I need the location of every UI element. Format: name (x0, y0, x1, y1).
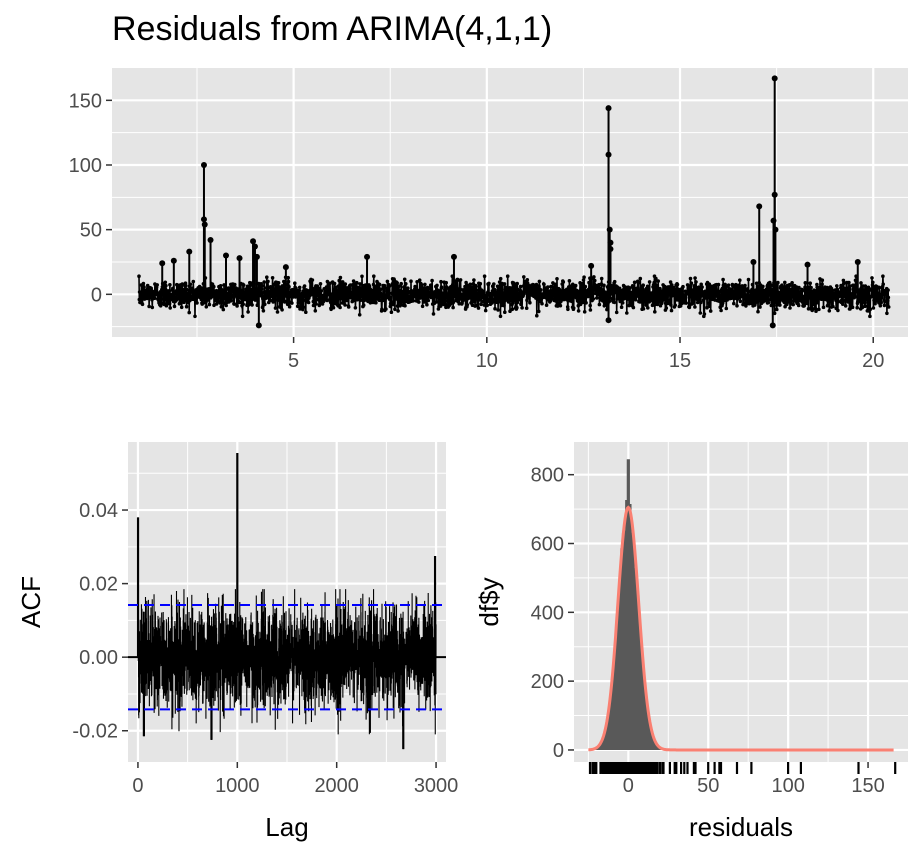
residual-spike-point (772, 226, 779, 233)
series-tick-label-x: 15 (669, 350, 691, 372)
series-tick-label-y: 0 (91, 284, 102, 306)
residual-spike-point (251, 243, 258, 250)
residual-spike-point (854, 258, 861, 265)
histogram-panel: 0 50 100 150 0 200 400 600 800 residuals df$y (474, 442, 908, 842)
residual-spike-point (769, 322, 776, 329)
normal-density-curve (588, 505, 894, 752)
residual-spike-point (364, 253, 371, 260)
residual-spike-point (606, 226, 613, 233)
residual-spike-point (607, 246, 614, 253)
residual-spike-point (605, 105, 612, 112)
series-tick-label-y: 150 (69, 90, 102, 112)
residual-series-layer (137, 75, 891, 329)
page-title: Residuals from ARIMA(4,1,1) (112, 10, 553, 48)
residual-spike-point (255, 322, 262, 329)
residual-spike-point (771, 191, 778, 198)
residual-spike-point (605, 151, 612, 158)
residual-spike-point (282, 264, 289, 271)
acf-panel: 0 1000 2000 3000 -0.02 0.00 0.02 0.04 Lag ACF (16, 442, 458, 842)
acf-tick-label-x: 2000 (314, 775, 359, 797)
series-tick-label-x: 20 (862, 350, 884, 372)
histogram-tick-label-x: 50 (697, 775, 719, 797)
residual-spike-point (222, 252, 229, 259)
residual-spike-point (605, 317, 612, 324)
residual-spike-point (771, 75, 778, 82)
histogram-tick-label-x: 100 (771, 775, 804, 797)
histogram-tick-label-y: 400 (531, 602, 564, 624)
residual-spike-point (250, 238, 257, 245)
histogram-tick-label-y: 0 (553, 740, 564, 762)
acf-layer (128, 453, 446, 750)
acf-tick-label-y: 0.04 (79, 500, 118, 522)
residual-spike-point (207, 237, 214, 244)
acf-tick-label-x: 3000 (414, 775, 459, 797)
series-tick-label-y: 100 (69, 155, 102, 177)
series-tick-label-x: 10 (476, 350, 498, 372)
series-tick-label-y: 50 (80, 220, 102, 242)
histogram-tick-label-y: 200 (531, 671, 564, 693)
acf-tick-label-y: -0.02 (72, 721, 118, 743)
series-tick-label-x: 5 (288, 350, 299, 372)
residual-points (137, 274, 891, 319)
acf-y-axis-label: ACF (16, 576, 46, 628)
residual-spike-point (750, 258, 757, 265)
histogram-x-axis-label: residuals (689, 812, 793, 842)
residual-spike-point (170, 257, 177, 264)
histogram-tick-label-y: 800 (531, 465, 564, 487)
residual-spike-point (186, 248, 193, 255)
residual-spike-point (804, 261, 811, 268)
residual-spike-point (236, 255, 243, 262)
histogram-tick-label-x: 150 (851, 775, 884, 797)
residual-spike-point (770, 217, 777, 224)
residual-rug (588, 762, 897, 774)
residual-spike-point (253, 253, 260, 260)
residual-spike-point (450, 253, 457, 260)
residual-spike-point (756, 203, 763, 210)
acf-tick-label-y: 0.00 (79, 647, 118, 669)
histogram-tick-label-x: 0 (623, 775, 634, 797)
series-panel: 5 10 15 20 0 50 100 150 (69, 68, 908, 372)
histogram-bars (589, 459, 669, 750)
acf-x-axis-label: Lag (265, 812, 308, 842)
histogram-layer (588, 459, 894, 752)
residual-spike-point (200, 216, 207, 223)
residual-spike-point (607, 239, 614, 246)
acf-tick-label-y: 0.02 (79, 574, 118, 596)
histogram-y-axis-label: df$y (474, 577, 504, 626)
residual-spike-point (588, 262, 595, 269)
acf-tick-label-x: 0 (132, 775, 143, 797)
residual-spike-point (159, 260, 166, 267)
histogram-tick-label-y: 600 (531, 534, 564, 556)
residual-spike-point (200, 161, 207, 168)
residual-spike-point (201, 221, 208, 228)
acf-tick-label-x: 1000 (215, 775, 260, 797)
